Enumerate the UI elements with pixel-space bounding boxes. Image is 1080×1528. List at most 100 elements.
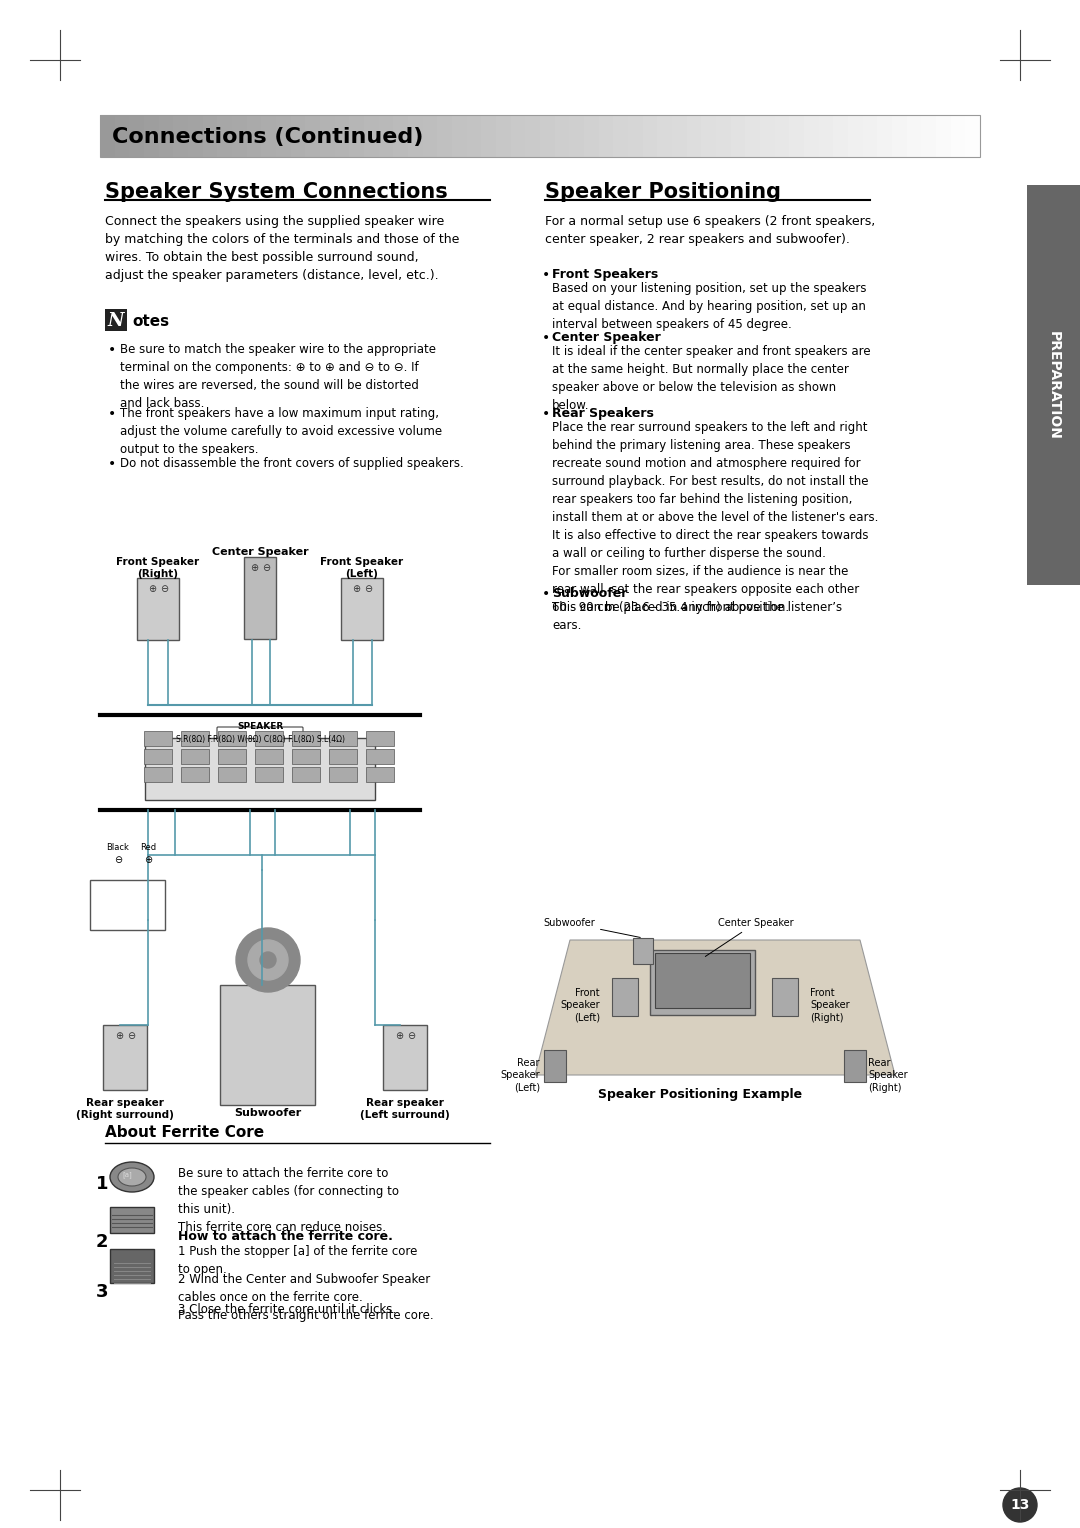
Bar <box>144 730 172 746</box>
Text: S.R(8Ω) F.R(8Ω) W(8Ω) C(8Ω) F.L(8Ω) S.L(4Ω): S.R(8Ω) F.R(8Ω) W(8Ω) C(8Ω) F.L(8Ω) S.L(… <box>175 735 345 744</box>
Text: ⊖: ⊖ <box>407 1031 415 1041</box>
Bar <box>672 115 688 157</box>
Text: 2 Wind the Center and Subwoofer Speaker
cables once on the ferrite core.
Pass th: 2 Wind the Center and Subwoofer Speaker … <box>178 1273 434 1322</box>
Bar <box>613 115 629 157</box>
Bar <box>863 115 878 157</box>
Bar <box>843 1050 866 1082</box>
Bar <box>261 115 276 157</box>
Bar <box>482 115 497 157</box>
Polygon shape <box>535 940 895 1076</box>
Bar <box>366 767 394 782</box>
Bar <box>90 880 165 931</box>
Bar <box>496 115 512 157</box>
Bar <box>643 115 659 157</box>
Bar <box>159 115 174 157</box>
Bar <box>246 115 262 157</box>
Bar <box>188 115 204 157</box>
Text: Connect the speakers using the supplied speaker wire
by matching the colors of t: Connect the speakers using the supplied … <box>105 215 459 283</box>
Bar <box>292 730 320 746</box>
Text: ⊖: ⊖ <box>113 856 122 865</box>
Text: •: • <box>542 587 550 601</box>
Text: Center Speaker: Center Speaker <box>552 332 661 344</box>
Bar <box>408 115 423 157</box>
Bar <box>921 115 937 157</box>
Bar <box>110 1248 154 1284</box>
Bar <box>633 938 653 964</box>
Text: Center Speaker: Center Speaker <box>705 918 794 957</box>
Text: Rear
Speaker
(Left): Rear Speaker (Left) <box>500 1057 540 1093</box>
Bar <box>774 115 791 157</box>
Bar <box>453 115 468 157</box>
Circle shape <box>260 952 276 969</box>
Text: ⊕: ⊕ <box>395 1031 403 1041</box>
Text: Be sure to match the speaker wire to the appropriate
terminal on the components:: Be sure to match the speaker wire to the… <box>120 342 436 410</box>
Bar <box>181 767 210 782</box>
Bar <box>1027 185 1080 585</box>
Bar <box>716 115 731 157</box>
Bar <box>100 115 116 157</box>
Circle shape <box>1003 1488 1037 1522</box>
Text: Subwoofer: Subwoofer <box>234 1108 301 1118</box>
Text: This can be placed in any front position.: This can be placed in any front position… <box>552 601 789 614</box>
Bar <box>181 730 210 746</box>
Bar <box>393 115 409 157</box>
Text: •: • <box>542 267 550 283</box>
Bar <box>218 767 246 782</box>
Bar <box>731 115 746 157</box>
Bar <box>232 115 247 157</box>
Text: 1: 1 <box>96 1175 108 1193</box>
Text: 1 Push the stopper [a] of the ferrite core
to open.: 1 Push the stopper [a] of the ferrite co… <box>178 1245 417 1276</box>
Text: otes: otes <box>132 313 170 329</box>
Text: Red: Red <box>140 843 157 853</box>
Bar <box>760 115 775 157</box>
Bar <box>819 115 835 157</box>
Bar <box>203 115 218 157</box>
Bar <box>877 115 893 157</box>
Bar <box>217 115 233 157</box>
Bar <box>329 730 357 746</box>
Bar <box>654 953 750 1008</box>
Bar <box>306 115 321 157</box>
Text: About Ferrite Core: About Ferrite Core <box>105 1125 265 1140</box>
Text: 13: 13 <box>1010 1497 1029 1513</box>
Bar <box>145 738 375 801</box>
Bar <box>789 115 805 157</box>
Bar <box>100 115 980 157</box>
Bar <box>892 115 907 157</box>
Text: Front Speaker
(Right): Front Speaker (Right) <box>117 558 200 579</box>
Bar <box>834 115 849 157</box>
Text: •: • <box>542 332 550 345</box>
Text: •: • <box>108 457 117 471</box>
Bar <box>907 115 922 157</box>
Bar <box>105 309 127 332</box>
Bar <box>144 749 172 764</box>
Text: ⊖: ⊖ <box>160 584 168 594</box>
Bar <box>745 115 761 157</box>
Text: PREPARATION: PREPARATION <box>1047 330 1061 440</box>
Text: 3: 3 <box>96 1284 108 1300</box>
Bar <box>701 115 717 157</box>
Bar <box>341 578 383 640</box>
Text: Subwoofer: Subwoofer <box>552 587 627 601</box>
Text: Speaker Positioning Example: Speaker Positioning Example <box>598 1088 802 1102</box>
Circle shape <box>248 940 288 979</box>
Text: How to attach the ferrite core.: How to attach the ferrite core. <box>178 1230 393 1242</box>
Text: Rear speaker
(Right surround): Rear speaker (Right surround) <box>76 1099 174 1120</box>
Bar <box>130 115 145 157</box>
Text: Front Speaker
(Left): Front Speaker (Left) <box>321 558 404 579</box>
Bar <box>687 115 702 157</box>
Text: It is ideal if the center speaker and front speakers are
at the same height. But: It is ideal if the center speaker and fr… <box>552 345 870 413</box>
Text: Be sure to attach the ferrite core to
the speaker cables (for connecting to
this: Be sure to attach the ferrite core to th… <box>178 1167 399 1235</box>
Bar <box>255 767 283 782</box>
Text: The front speakers have a low maximum input rating,
adjust the volume carefully : The front speakers have a low maximum in… <box>120 406 442 455</box>
Bar <box>349 115 365 157</box>
Text: ⊕: ⊕ <box>144 856 152 865</box>
Bar <box>467 115 483 157</box>
Bar <box>772 978 798 1016</box>
Text: 2: 2 <box>96 1233 108 1251</box>
Text: Center Speaker: Center Speaker <box>212 547 308 558</box>
Bar <box>950 115 967 157</box>
Bar <box>364 115 380 157</box>
Bar <box>658 115 673 157</box>
Text: ⊕: ⊕ <box>249 562 258 573</box>
